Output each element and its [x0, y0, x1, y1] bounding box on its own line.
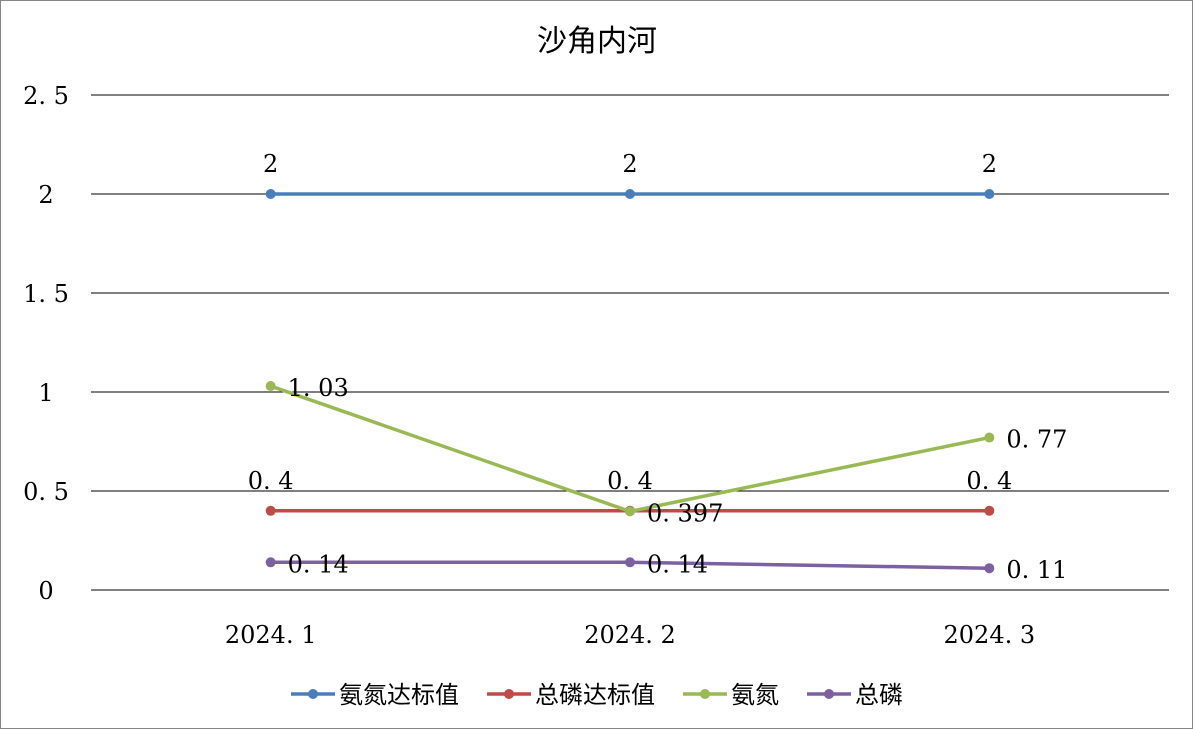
y-tick-label: 0	[38, 577, 53, 605]
data-point	[984, 432, 995, 443]
data-label: 0. 14	[647, 550, 708, 578]
data-point	[984, 189, 995, 199]
data-point	[984, 563, 995, 574]
data-label: 0. 77	[1006, 426, 1067, 454]
y-axis-ticks: 0 0. 5 1 1. 5 2 2. 5	[23, 82, 69, 605]
legend-label: 总磷达标值	[535, 681, 655, 709]
data-point	[625, 557, 635, 568]
series-lines	[265, 189, 995, 574]
x-tick-label: 2024. 2	[584, 621, 676, 649]
legend-label: 总磷	[855, 681, 903, 709]
legend-item: 氨氮达标值	[291, 681, 459, 709]
legend-swatch-marker	[824, 689, 834, 699]
legend-item: 总磷达标值	[487, 681, 655, 709]
legend-item: 总磷	[807, 681, 903, 709]
legend-swatch-marker	[308, 689, 318, 699]
y-tick-label: 2	[38, 181, 53, 209]
x-tick-label: 2024. 1	[225, 621, 317, 649]
data-point	[984, 505, 995, 516]
data-label: 1. 03	[288, 374, 349, 402]
data-label: 2	[622, 150, 637, 178]
chart-title: 沙角内河	[537, 24, 657, 59]
y-tick-label: 1. 5	[23, 280, 69, 308]
x-axis-ticks: 2024. 1 2024. 2 2024. 3	[225, 621, 1035, 649]
legend-label: 氨氮	[731, 681, 779, 709]
data-point	[265, 557, 276, 568]
data-label: 0. 4	[607, 467, 653, 495]
legend-swatch-marker	[700, 689, 710, 699]
legend: 氨氮达标值 总磷达标值 氨氮 总磷	[291, 681, 903, 709]
x-tick-label: 2024. 3	[944, 621, 1036, 649]
data-label: 0. 14	[288, 550, 349, 578]
data-label: 0. 397	[647, 499, 723, 527]
data-point	[625, 506, 635, 517]
y-tick-label: 2. 5	[23, 82, 69, 110]
data-labels: 2 2 2 0. 4 0. 4 0. 4 1. 03 0. 397 0. 77 0. 14 0. 1…	[248, 150, 1068, 584]
data-label: 0. 4	[248, 467, 294, 495]
data-label: 2	[982, 150, 997, 178]
data-label: 0. 11	[1006, 556, 1067, 584]
legend-item: 氨氮	[683, 681, 779, 709]
data-label: 2	[263, 150, 278, 178]
y-tick-label: 1	[38, 379, 53, 407]
data-label: 0. 4	[966, 467, 1012, 495]
y-tick-label: 0. 5	[23, 478, 69, 506]
data-point	[625, 189, 635, 199]
data-point	[265, 505, 276, 516]
data-point	[265, 189, 276, 199]
legend-label: 氨氮达标值	[339, 681, 459, 709]
data-point	[265, 381, 276, 392]
legend-swatch-marker	[504, 689, 514, 699]
